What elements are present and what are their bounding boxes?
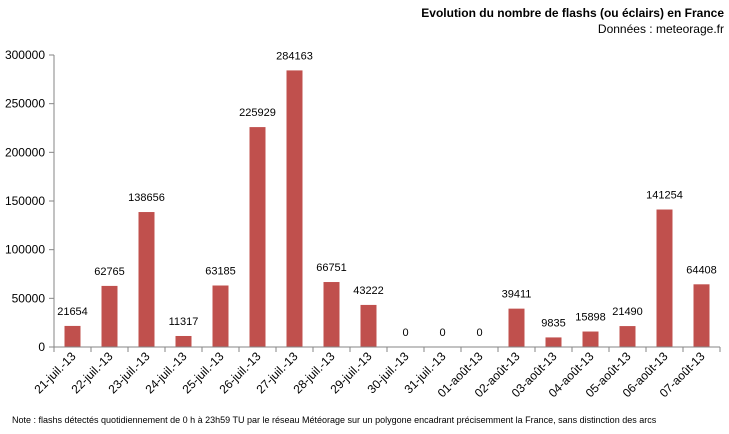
- data-label: 64408: [686, 264, 717, 276]
- data-label: 63185: [205, 265, 236, 277]
- y-tick-label: 150000: [5, 194, 45, 208]
- bars: [64, 70, 710, 348]
- data-label: 43222: [353, 285, 384, 297]
- data-label: 0: [476, 327, 482, 339]
- data-label: 11317: [169, 316, 199, 328]
- y-tick-label: 50000: [12, 291, 46, 305]
- bar: [508, 308, 525, 347]
- data-label: 225929: [239, 107, 276, 119]
- data-label: 284163: [276, 50, 313, 62]
- bar: [175, 335, 192, 347]
- bar: [64, 325, 81, 347]
- data-label: 66751: [316, 262, 347, 274]
- data-label: 15898: [575, 312, 606, 324]
- y-tick-label: 0: [38, 340, 45, 354]
- bar: [286, 70, 303, 348]
- bar: [656, 209, 673, 347]
- data-label: 21490: [612, 306, 643, 318]
- bar: [693, 284, 710, 347]
- chart-title: Evolution du nombre de flashs (ou éclair…: [421, 6, 724, 20]
- data-label: 0: [402, 327, 408, 339]
- bar: [323, 282, 340, 347]
- data-label: 9835: [541, 317, 565, 329]
- bar: [212, 285, 229, 347]
- data-label: 138656: [128, 192, 165, 204]
- bar: [249, 127, 266, 348]
- y-tick-label: 100000: [5, 243, 45, 257]
- data-label: 0: [439, 327, 445, 339]
- data-label: 62765: [94, 266, 125, 278]
- bar: [545, 337, 562, 347]
- y-tick-label: 250000: [5, 97, 45, 111]
- y-tick-label: 300000: [5, 48, 45, 62]
- bar: [619, 326, 636, 347]
- x-axis: 21-juil.-1322-juil.-1323-juil.-1324-juil…: [31, 346, 721, 400]
- data-source: Données : meteorage.fr: [597, 22, 724, 36]
- bar: [138, 212, 155, 347]
- data-label: 39411: [502, 289, 532, 301]
- data-labels: 21654 62765 138656 11317 63185 225929 284163 66…: [57, 50, 717, 339]
- y-axis: 0 50000 100000 150000 200000 250000 300000: [5, 48, 55, 354]
- bar: [582, 331, 599, 347]
- bar: [101, 285, 118, 347]
- y-tick-label: 200000: [5, 145, 45, 159]
- bar: [360, 304, 377, 347]
- data-label: 141254: [646, 190, 683, 202]
- footnote: Note : flashs détectés quotidiennement d…: [12, 415, 657, 425]
- data-label: 21654: [57, 306, 88, 318]
